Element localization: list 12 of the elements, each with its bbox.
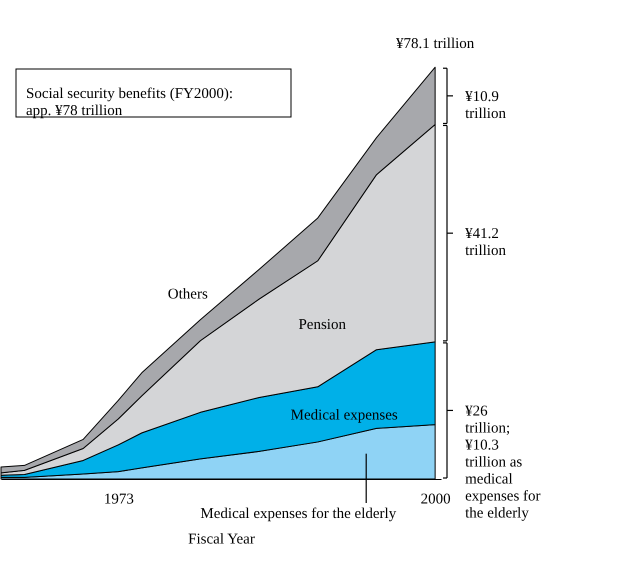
- series-label: Medical expenses for the elderly: [200, 506, 397, 522]
- annotation: ¥78.1 trillion: [396, 36, 475, 52]
- text: ¥26 trillion; ¥10.3 trillion as medical expenses for the elderly: [465, 403, 541, 522]
- x-axis-title: Fiscal Year: [188, 532, 255, 548]
- series-label: Pension: [298, 316, 346, 333]
- x-tick-label: 2000: [420, 492, 451, 508]
- series-label: Medical expenses: [290, 407, 398, 424]
- text: ¥10.9 trillion: [465, 88, 506, 122]
- x-tick-label: 1973: [104, 492, 134, 508]
- annotation: Social security benefits (FY2000): app. ¥78 trillion: [26, 86, 234, 119]
- series-label: Others: [168, 286, 208, 303]
- text: ¥41.2 trillion: [465, 226, 506, 260]
